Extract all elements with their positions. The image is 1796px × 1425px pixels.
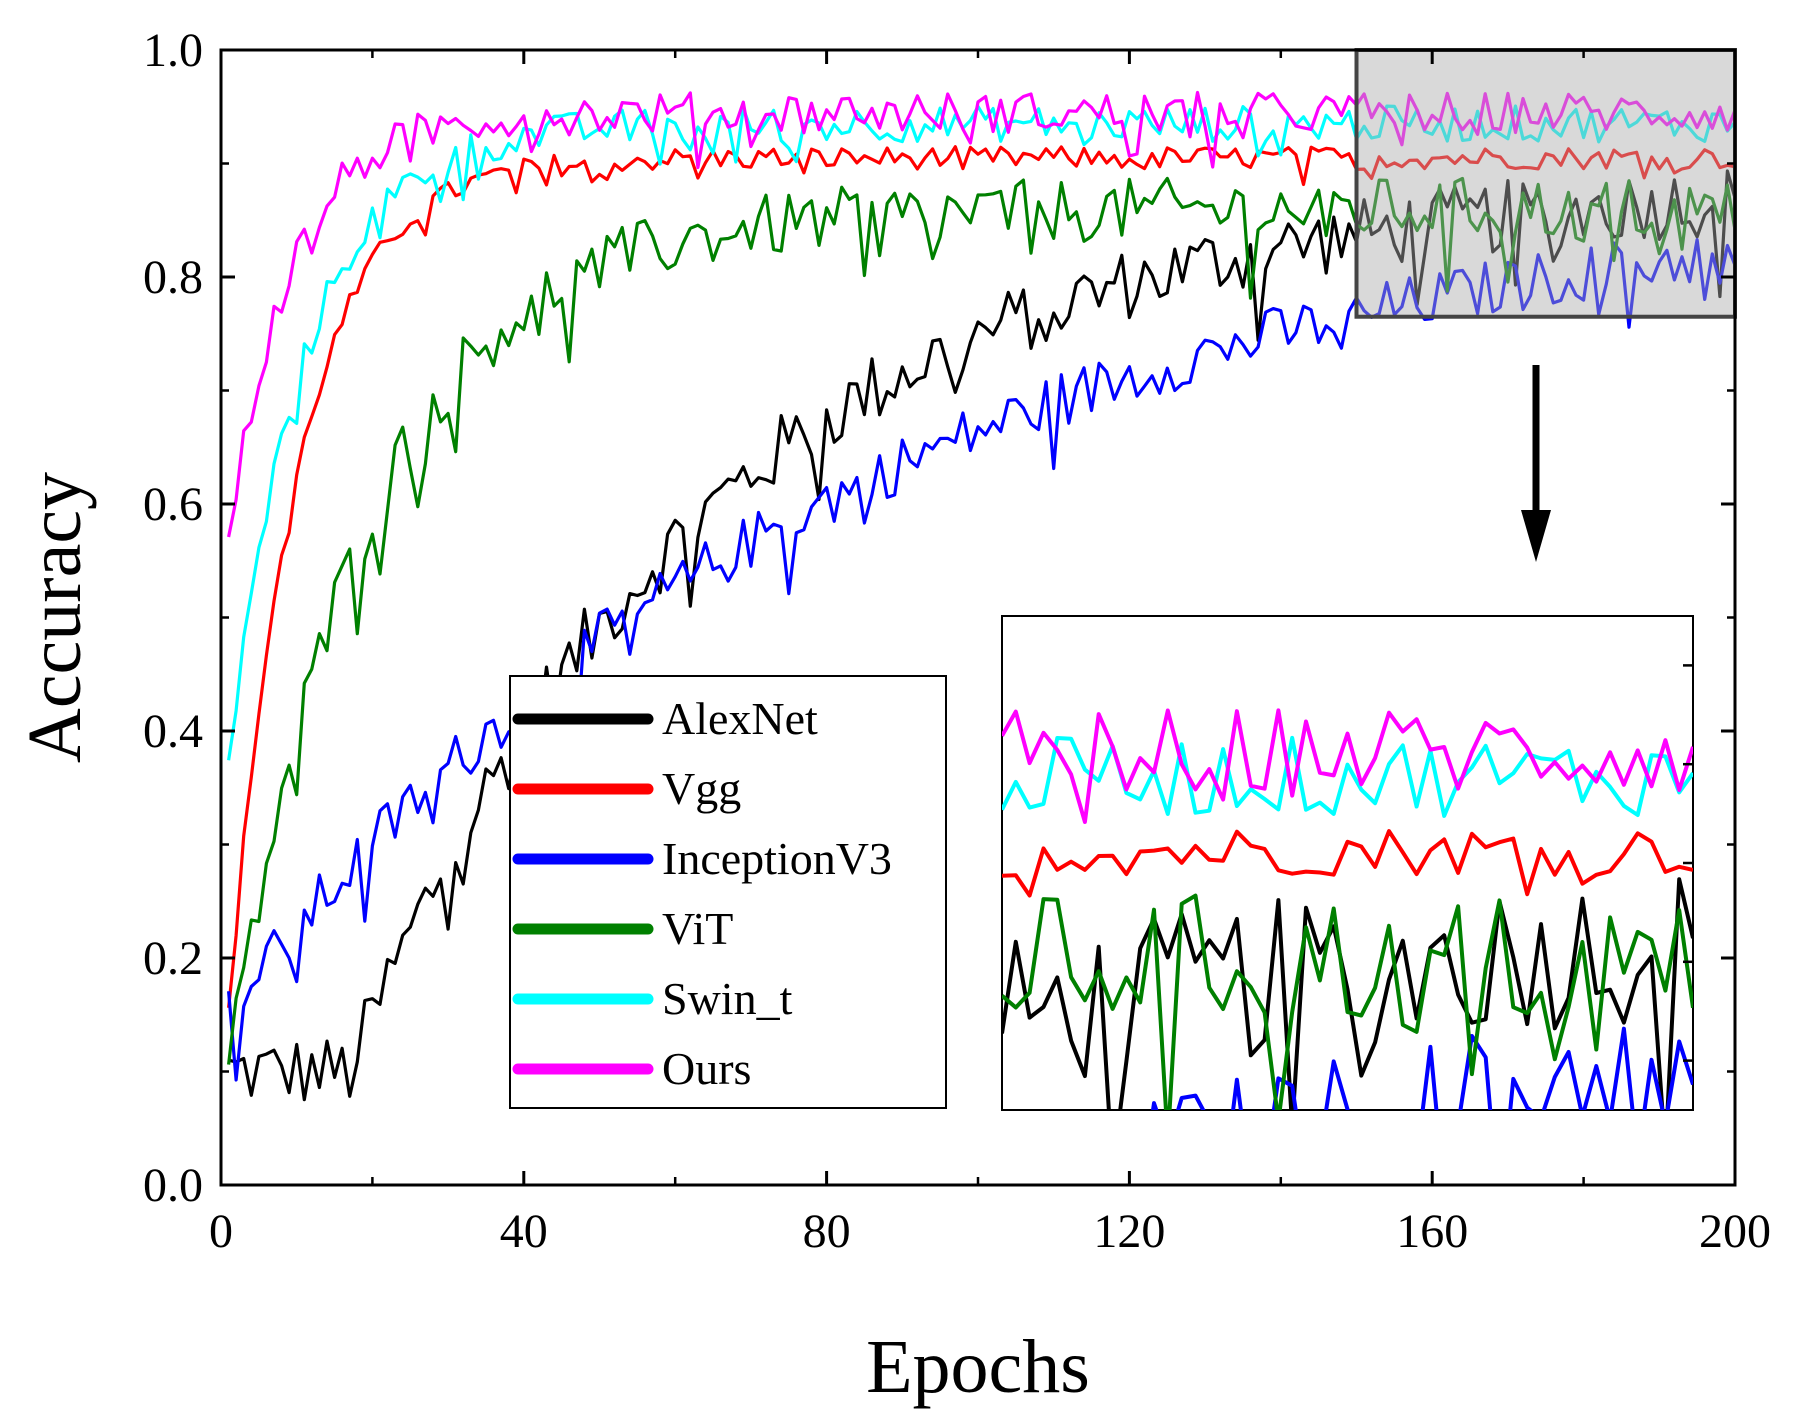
- y-tick-label: 0.4: [143, 705, 203, 758]
- series-line-ours: [227, 90, 1737, 538]
- legend-label-alexnet: AlexNet: [662, 693, 818, 744]
- x-tick-label: 200: [1699, 1205, 1771, 1258]
- zoom-inset: [1001, 615, 1694, 1111]
- x-axis-title: Epochs: [866, 1325, 1090, 1409]
- inset-line-ours: [1002, 708, 1693, 824]
- zoom-arrow: [1521, 365, 1551, 562]
- inset-line-alexnet: [1002, 877, 1693, 1110]
- series-line-inceptionv3: [227, 238, 1737, 1082]
- y-tick-label: 0.8: [143, 251, 203, 304]
- y-tick-label: 0.2: [143, 932, 203, 985]
- legend-label-ours: Ours: [662, 1043, 751, 1094]
- legend-frame: [509, 675, 947, 1109]
- legend-label-swin_t: Swin_t: [662, 973, 793, 1024]
- x-tick-label: 0: [209, 1205, 233, 1258]
- inset-line-vit: [1002, 893, 1693, 1110]
- y-tick-label: 1.0: [143, 24, 203, 77]
- axis-ticks: [219, 48, 1737, 1187]
- zoom-region-box: [1354, 48, 1737, 319]
- x-tick-label: 80: [803, 1205, 851, 1258]
- legend-label-vit: ViT: [662, 903, 733, 954]
- inset-line-inceptionv3: [1151, 1026, 1693, 1110]
- y-tick-label: 0.0: [143, 1159, 203, 1212]
- y-tick-label: 0.6: [143, 478, 203, 531]
- series-line-swin_t: [227, 104, 1737, 761]
- axis-tick-labels: 0 40 80 120 160 200 0.0 0.2 0.4 0.6 0.8 1.0: [143, 24, 1771, 1258]
- x-tick-label: 160: [1396, 1205, 1468, 1258]
- legend: AlexNet Vgg InceptionV3 ViT Swin_t Ours: [509, 675, 947, 1109]
- inset-lines: [1002, 708, 1693, 1110]
- series-line-vit: [227, 176, 1737, 1065]
- x-tick-label: 120: [1093, 1205, 1165, 1258]
- zoom-arrow-head: [1521, 510, 1551, 562]
- inset-line-vgg: [1002, 829, 1693, 898]
- x-tick-label: 40: [500, 1205, 548, 1258]
- legend-label-vgg: Vgg: [662, 763, 741, 814]
- legend-label-inceptionv3: InceptionV3: [662, 833, 892, 884]
- y-axis-title: Accuracy: [13, 472, 97, 763]
- series-line-alexnet: [228, 169, 1737, 1102]
- main-plot-lines: [227, 90, 1737, 1102]
